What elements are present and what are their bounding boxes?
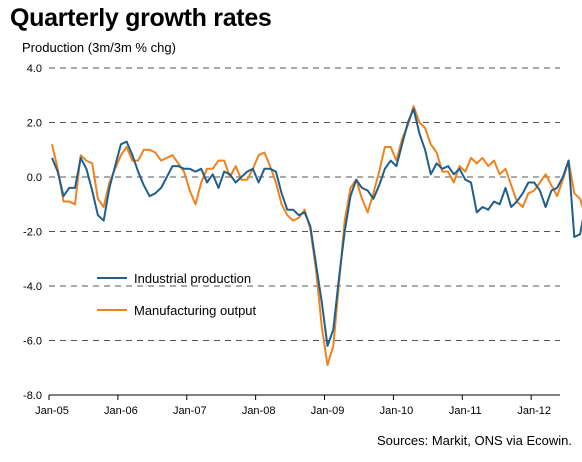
- series-line-industrial-production: [51, 107, 582, 347]
- y-axis-label: Production (3m/3m % chg): [22, 40, 176, 55]
- x-tick-label: Jan-06: [104, 405, 138, 417]
- series-lines: [51, 105, 582, 366]
- series-line-manufacturing-output: [51, 105, 582, 366]
- x-tick-label: Jan-08: [242, 405, 276, 417]
- x-tick-label: Jan-11: [449, 405, 482, 417]
- x-axis: Jan-05 Jan-06 Jan-07 Jan-08 Jan-09 Jan-10 Jan-…: [35, 394, 560, 417]
- y-tick-label: -6.0: [23, 336, 42, 348]
- x-tick-label: Jan-05: [35, 405, 69, 417]
- x-tick-label: Jan-07: [173, 405, 207, 417]
- legend-label: Industrial production: [134, 271, 251, 286]
- legend: Industrial production Manufacturing outpu…: [97, 271, 257, 318]
- x-tick-label: Jan-09: [311, 405, 345, 417]
- y-tick-label: -8.0: [23, 390, 42, 402]
- x-tick-label: Jan-12: [517, 405, 551, 417]
- y-tick-label: -4.0: [23, 281, 42, 293]
- y-tick-label: 4.0: [27, 63, 42, 75]
- y-tick-labels: 4.0 2.0 0.0 -2.0 -4.0 -6.0 -8.0: [23, 63, 42, 402]
- y-tick-label: 0.0: [27, 172, 42, 184]
- source-note: Sources: Markit, ONS via Ecowin.: [376, 433, 572, 448]
- y-tick-label: 2.0: [27, 118, 42, 130]
- x-tick-label: Jan-10: [380, 405, 414, 417]
- chart-title: Quarterly growth rates: [10, 4, 272, 32]
- y-tick-label: -2.0: [23, 227, 42, 239]
- legend-label: Manufacturing output: [134, 303, 257, 318]
- gridlines: [49, 67, 560, 341]
